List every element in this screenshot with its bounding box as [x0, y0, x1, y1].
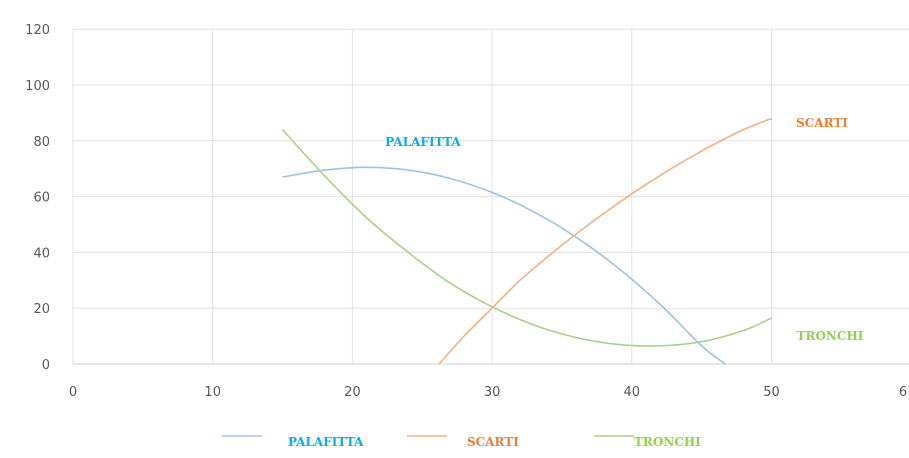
y-tick-label: 40 — [33, 246, 50, 261]
y-tick-label: 80 — [33, 135, 50, 150]
legend-label-palafitta: PALAFITTA — [288, 435, 364, 449]
y-tick-label: 120 — [25, 23, 50, 38]
x-tick-label: 0 — [69, 385, 77, 400]
x-tick-label: 6 — [899, 385, 907, 400]
legend: PALAFITTA SCARTI TRONCHI — [222, 435, 701, 449]
y-tick-label: 100 — [25, 79, 50, 94]
x-tick-label: 20 — [344, 385, 361, 400]
y-tick-label: 60 — [33, 191, 50, 206]
legend-label-scarti: SCARTI — [467, 435, 519, 449]
x-tick-label: 10 — [204, 385, 221, 400]
x-tick-label: 30 — [484, 385, 501, 400]
x-tick-label: 40 — [624, 385, 641, 400]
x-tick-label: 50 — [763, 385, 780, 400]
grid-lines — [72, 28, 909, 365]
y-axis-ticks: 0 20 40 60 80 100 120 — [25, 23, 50, 373]
series-line-tronchi — [281, 129, 772, 347]
series-labels: PALAFITTA SCARTI TRONCHI — [385, 116, 864, 343]
series-lines — [281, 117, 772, 365]
y-tick-label: 0 — [42, 358, 50, 373]
y-tick-label: 20 — [33, 302, 50, 317]
legend-label-tronchi: TRONCHI — [634, 435, 701, 449]
series-line-scarti — [438, 117, 772, 365]
series-line-palafitta — [282, 166, 726, 365]
x-axis-ticks: 0 10 20 30 40 50 6 — [69, 385, 907, 400]
series-label-scarti: SCARTI — [796, 116, 848, 130]
series-label-palafitta: PALAFITTA — [385, 135, 461, 149]
series-label-tronchi: TRONCHI — [797, 329, 864, 343]
